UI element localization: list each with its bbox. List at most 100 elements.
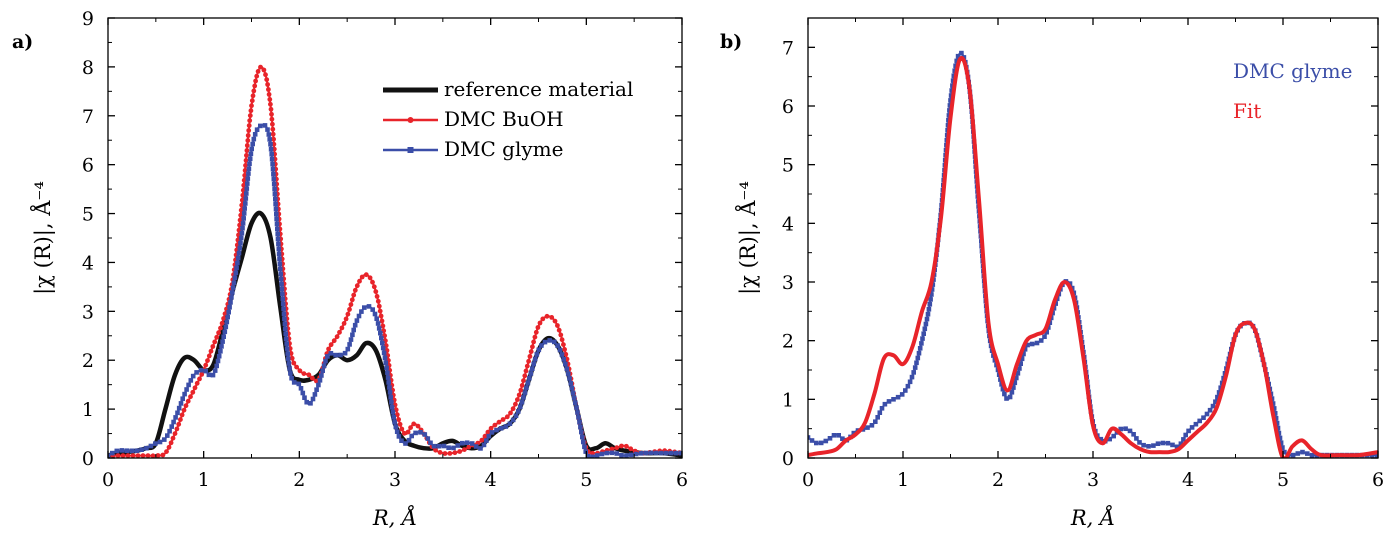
data-point bbox=[1280, 445, 1285, 450]
data-point bbox=[239, 231, 245, 236]
data-point bbox=[254, 73, 260, 79]
data-point bbox=[578, 424, 583, 430]
legend-label: reference material bbox=[444, 77, 633, 101]
data-point bbox=[320, 368, 325, 373]
data-point bbox=[135, 453, 141, 458]
data-point bbox=[231, 280, 237, 285]
data-point bbox=[614, 451, 620, 456]
data-point bbox=[1374, 452, 1378, 458]
data-point bbox=[246, 123, 252, 128]
data-point bbox=[579, 429, 584, 435]
data-point bbox=[519, 383, 525, 388]
data-point bbox=[271, 136, 276, 142]
data-point bbox=[222, 329, 228, 335]
data-point bbox=[241, 211, 247, 216]
data-point bbox=[390, 409, 396, 415]
data-point bbox=[531, 339, 536, 345]
data-point bbox=[357, 278, 362, 284]
data-point bbox=[129, 448, 134, 454]
data-point bbox=[1181, 437, 1186, 442]
data-point bbox=[221, 334, 226, 339]
data-point bbox=[264, 77, 270, 82]
data-point bbox=[634, 451, 639, 457]
data-point bbox=[314, 378, 319, 384]
data-point bbox=[1276, 430, 1282, 436]
data-point bbox=[272, 191, 278, 197]
data-point bbox=[1155, 441, 1161, 446]
data-point bbox=[220, 339, 225, 344]
data-point bbox=[555, 343, 560, 348]
data-point bbox=[253, 78, 258, 84]
data-point bbox=[244, 148, 250, 153]
data-point bbox=[321, 363, 327, 369]
panel-a-chart: 0 1 2 3 4 5 6 0 1 2 3 4 5 6 7 8 9 R, Å |χ (R)|, Å⁻⁴ a) refer… bbox=[12, 8, 688, 530]
data-point bbox=[526, 358, 531, 364]
data-point bbox=[268, 106, 274, 112]
data-point bbox=[124, 448, 129, 453]
data-point bbox=[924, 316, 930, 322]
data-point bbox=[175, 410, 180, 416]
data-point bbox=[354, 283, 360, 289]
data-point bbox=[180, 396, 185, 401]
data-point bbox=[542, 339, 548, 345]
data-point bbox=[285, 356, 291, 361]
data-point bbox=[184, 387, 189, 392]
data-point bbox=[1044, 329, 1049, 335]
data-point bbox=[372, 311, 378, 317]
data-point bbox=[1002, 391, 1007, 397]
data-point bbox=[865, 425, 870, 430]
data-point bbox=[276, 246, 282, 252]
legend-label: DMC BuOH bbox=[444, 107, 564, 131]
data-point bbox=[308, 401, 313, 406]
x-tick-label: 1 bbox=[198, 469, 210, 491]
data-point bbox=[425, 436, 431, 441]
data-point bbox=[268, 147, 274, 152]
series-line bbox=[108, 65, 682, 457]
data-point bbox=[242, 206, 247, 211]
data-point bbox=[356, 313, 362, 319]
data-point bbox=[524, 363, 530, 369]
data-point bbox=[270, 161, 275, 167]
data-point bbox=[328, 342, 334, 348]
data-point bbox=[524, 385, 529, 391]
data-point bbox=[1201, 415, 1206, 420]
data-point bbox=[203, 368, 208, 374]
data-point bbox=[955, 53, 961, 59]
data-point bbox=[486, 433, 492, 439]
data-point bbox=[628, 446, 634, 452]
data-point bbox=[437, 450, 443, 455]
data-point bbox=[559, 352, 565, 357]
data-point bbox=[376, 326, 382, 331]
data-point bbox=[269, 156, 275, 162]
data-point bbox=[374, 294, 380, 299]
data-point bbox=[1197, 418, 1202, 424]
data-point bbox=[561, 357, 566, 362]
data-point bbox=[350, 332, 355, 338]
data-point bbox=[252, 132, 258, 137]
data-point bbox=[130, 453, 136, 458]
series-a-1 bbox=[108, 64, 682, 458]
data-point bbox=[212, 339, 218, 345]
data-point bbox=[203, 362, 209, 368]
data-point bbox=[379, 335, 384, 341]
data-point bbox=[206, 353, 212, 359]
data-point bbox=[227, 305, 232, 310]
data-point bbox=[108, 453, 111, 458]
data-point bbox=[302, 395, 307, 400]
data-point bbox=[496, 419, 502, 425]
data-point bbox=[134, 448, 139, 453]
legend-label: Fit bbox=[1233, 99, 1261, 123]
data-point bbox=[441, 443, 447, 449]
data-point bbox=[654, 450, 659, 456]
data-point bbox=[527, 375, 532, 381]
data-point bbox=[1131, 432, 1136, 437]
data-point bbox=[391, 414, 396, 420]
data-point bbox=[214, 334, 220, 340]
data-point bbox=[352, 322, 358, 328]
data-point bbox=[500, 417, 506, 422]
panel-b-chart: 0 1 2 3 4 5 6 0 1 2 3 4 5 6 7 R, Å |χ (R)|, Å⁻⁴ b) DMC gly… bbox=[720, 17, 1384, 530]
data-point bbox=[948, 93, 954, 98]
data-point bbox=[1213, 399, 1218, 404]
data-point bbox=[282, 316, 287, 321]
data-point bbox=[536, 347, 542, 353]
